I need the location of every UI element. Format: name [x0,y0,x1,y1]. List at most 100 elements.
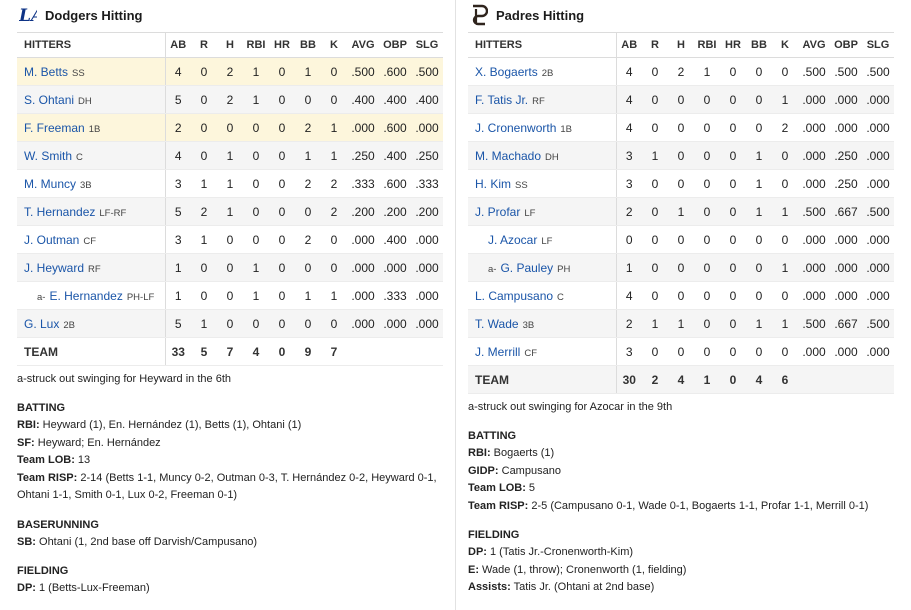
player-position: C [76,151,83,163]
stat-avg: .400 [347,85,379,114]
total-hr: 0 [269,337,295,366]
stat-avg: .000 [347,253,379,282]
note-text: Wade (1, throw); Cronenworth (1, fieldin… [479,563,687,576]
stat-obp: .000 [830,281,862,310]
player-name-link[interactable]: M. Muncy [24,176,77,191]
table-row: T. Hernandez LF-RF 5 2 1 0 0 0 2.200.200.200 [17,197,443,226]
player-cell: J. Cronenworth 1B [468,113,617,142]
stat-slg: .333 [411,169,443,198]
player-position: 3B [522,319,535,331]
dodgers-rows: M. Betts SS 4 0 2 1 0 1 0.500.600.500 S. Ohtani DH… [17,57,443,366]
stat-ab: 2 [616,197,642,226]
stat-r: 0 [642,197,668,226]
stat-obp: .400 [379,85,411,114]
stat-hr: 0 [720,169,746,198]
stat-h: 2 [217,85,243,114]
note-line: Team RISP: 2-5 (Campusano 0-1, Wade 0-1,… [468,498,894,516]
stat-hr: 0 [269,197,295,226]
stat-bb: 1 [295,141,321,170]
note-text: Heyward; En. Hernández [34,436,161,449]
stat-hr: 0 [269,85,295,114]
stat-avg: .500 [347,57,379,86]
player-name-link[interactable]: M. Betts [24,64,69,79]
stat-r: 0 [642,57,668,86]
player-name-link[interactable]: T. Wade [475,316,519,331]
stat-r: 0 [642,85,668,114]
player-name-link[interactable]: F. Freeman [24,120,85,135]
stat-r: 1 [191,225,217,254]
table-row: L. Campusano C 4 0 0 0 0 0 0.000.000.000 [468,281,894,310]
team-totals-row: TEAM 30 2 4 1 0 4 6 [468,365,894,394]
player-name-link[interactable]: G. Pauley [500,260,554,275]
player-position: 3B [80,179,92,191]
player-name-link[interactable]: J. Profar [475,204,521,219]
player-name-link[interactable]: J. Cronenworth [475,120,557,135]
stat-h: 2 [217,57,243,86]
note-label: GIDP: [468,464,499,477]
stat-rbi: 0 [694,197,720,226]
player-name-link[interactable]: X. Bogaerts [475,64,538,79]
stat-k: 0 [772,141,798,170]
player-cell: J. Azocar LF [468,225,617,254]
padres-notes: BATTING RBI: Bogaerts (1) GIDP: Campusano T… [468,430,894,597]
player-cell: a- G. Pauley PH [468,253,617,282]
stat-k: 1 [772,253,798,282]
note-label: SF: [17,436,35,449]
section-title-fielding: FIELDING [468,529,520,541]
stat-hr: 0 [720,113,746,142]
column-header-obp: OBP [830,32,862,58]
note-line: SB: Ohtani (1, 2nd base off Darvish/Camp… [17,534,443,552]
stat-r: 0 [642,113,668,142]
stat-slg: .200 [411,197,443,226]
stat-bb: 0 [746,85,772,114]
player-position: C [557,291,564,303]
stat-bb: 0 [746,253,772,282]
player-name-link[interactable]: E. Hernandez [49,288,123,303]
stat-r: 0 [191,253,217,282]
player-position: 2B [541,67,554,79]
player-name-link[interactable]: F. Tatis Jr. [475,92,529,107]
note-label: RBI: [468,447,491,459]
player-name-link[interactable]: G. Lux [24,316,60,331]
stat-h: 0 [217,253,243,282]
note-label: DP: [17,582,36,594]
dodgers-box-table: HITTERS AB R H RBI HR BB K AVG OBP SLG M. Betts SS 4… [17,32,443,366]
stat-rbi: 0 [243,141,269,170]
note-text: 2-14 (Betts 1-1, Muncy 0-2, Outman 0-3, … [17,471,437,502]
table-row: F. Freeman 1B 2 0 0 0 0 2 1.000.600.000 [17,113,443,142]
player-name-link[interactable]: J. Azocar [488,232,538,247]
player-name-link[interactable]: H. Kim [475,176,511,191]
player-name-link[interactable]: M. Machado [475,148,542,163]
player-name-link[interactable]: J. Outman [24,232,80,247]
stat-obp: .000 [830,113,862,142]
player-name-link[interactable]: L. Campusano [475,288,554,303]
stat-k: 1 [321,141,347,170]
stat-obp: .600 [379,169,411,198]
player-name-link[interactable]: T. Hernandez [24,204,96,219]
section-title-fielding: FIELDING [17,565,69,577]
stat-slg: .000 [411,309,443,338]
total-h: 4 [668,365,694,394]
player-name-link[interactable]: J. Merrill [475,344,521,359]
stat-k: 1 [772,197,798,226]
table-row: J. Merrill CF 3 0 0 0 0 0 0.000.000.000 [468,337,894,366]
stat-ab: 5 [165,309,191,338]
player-cell: M. Betts SS [17,57,166,86]
stat-h: 0 [217,113,243,142]
stat-bb: 1 [746,309,772,338]
stat-ab: 3 [616,337,642,366]
player-name-link[interactable]: W. Smith [24,148,73,163]
stat-h: 0 [668,141,694,170]
player-name-link[interactable]: J. Heyward [24,260,85,275]
note-label: Team LOB: [468,482,526,494]
stat-slg: .250 [411,141,443,170]
stat-bb: 0 [746,57,772,86]
padres-footnote: a-struck out swinging for Azocar in the … [468,401,673,413]
player-position: PH-LF [126,291,155,303]
column-header-r: R [191,32,217,58]
stat-r: 0 [191,141,217,170]
stat-hr: 0 [720,85,746,114]
stat-obp: .500 [830,57,862,86]
player-name-link[interactable]: S. Ohtani [24,92,75,107]
stat-obp: .250 [830,169,862,198]
